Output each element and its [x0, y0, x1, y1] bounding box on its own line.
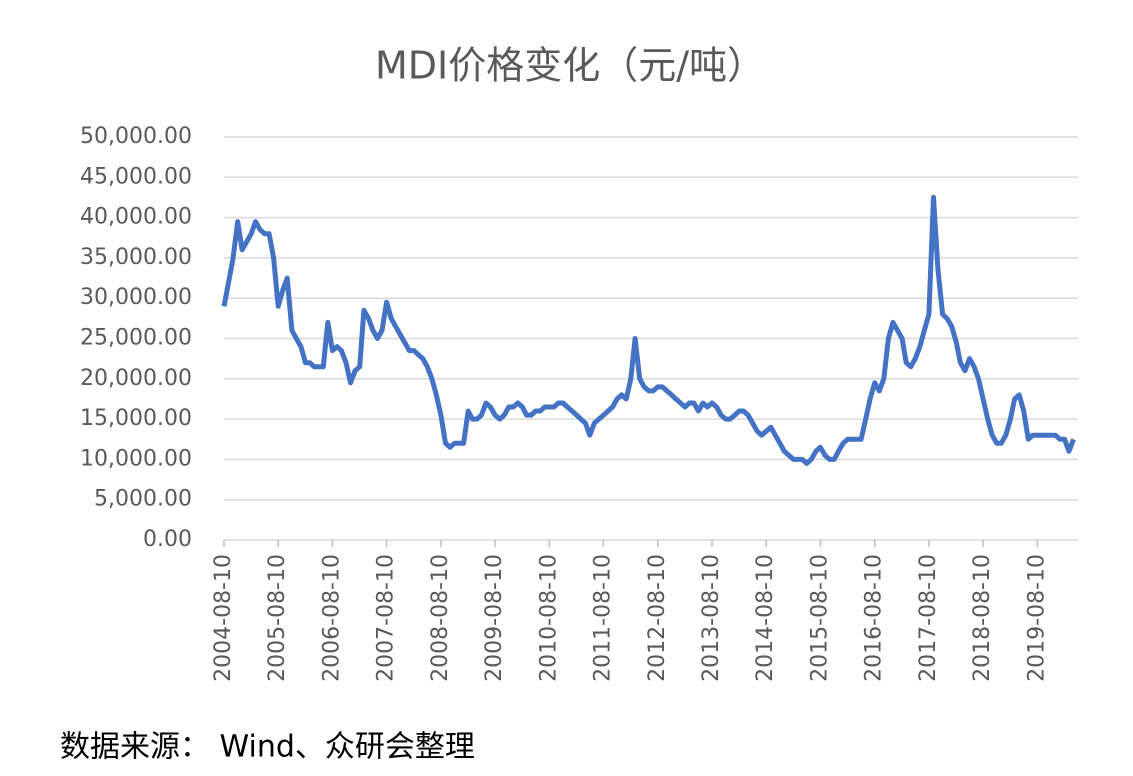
x-tick-label: 2010-08-10 — [536, 554, 561, 682]
y-tick-label: 50,000.00 — [80, 124, 192, 149]
y-tick-label: 20,000.00 — [80, 366, 192, 391]
source-note: 数据来源： Wind、众研会整理 — [60, 730, 475, 765]
x-tick-label: 2008-08-10 — [428, 554, 453, 682]
y-tick-label: 30,000.00 — [80, 285, 192, 310]
y-tick-label: 25,000.00 — [80, 326, 192, 351]
y-tick-label: 15,000.00 — [80, 406, 192, 431]
x-tick-label: 2013-08-10 — [699, 554, 724, 682]
y-tick-label: 10,000.00 — [80, 446, 192, 471]
x-tick-label: 2015-08-10 — [807, 554, 832, 682]
x-tick-label: 2004-08-10 — [211, 554, 236, 682]
x-tick-label: 2011-08-10 — [590, 554, 615, 682]
x-tick-label: 2016-08-10 — [862, 554, 887, 682]
x-tick-label: 2014-08-10 — [753, 554, 778, 682]
y-tick-label: 5,000.00 — [94, 487, 192, 512]
x-tick-label: 2005-08-10 — [265, 554, 290, 682]
x-tick-label: 2019-08-10 — [1024, 554, 1049, 682]
x-tick-label: 2017-08-10 — [916, 554, 941, 682]
y-tick-label: 40,000.00 — [80, 205, 192, 230]
x-tick-label: 2007-08-10 — [374, 554, 399, 682]
chart-title: MDI价格变化（元/吨） — [375, 44, 765, 88]
y-tick-label: 45,000.00 — [80, 164, 192, 189]
line-series — [221, 194, 1076, 466]
x-tick-label: 2006-08-10 — [319, 554, 344, 682]
x-tick-label: 2018-08-10 — [970, 554, 995, 682]
x-tick-label: 2012-08-10 — [645, 554, 670, 682]
y-tick-label: 0.00 — [143, 527, 192, 552]
x-tick-label: 2009-08-10 — [482, 554, 507, 682]
y-tick-label: 35,000.00 — [80, 245, 192, 270]
